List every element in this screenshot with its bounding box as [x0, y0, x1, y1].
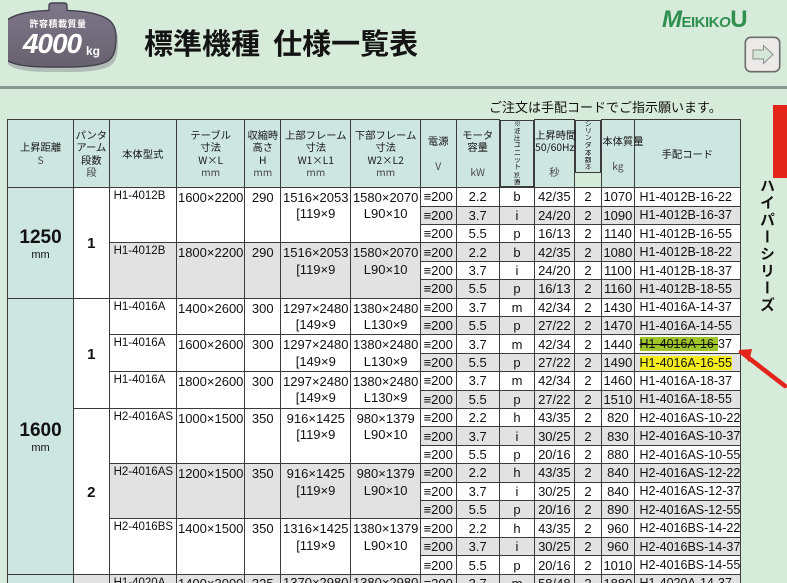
svg-text:kg: kg — [86, 44, 100, 58]
svg-text:4000: 4000 — [22, 28, 83, 59]
